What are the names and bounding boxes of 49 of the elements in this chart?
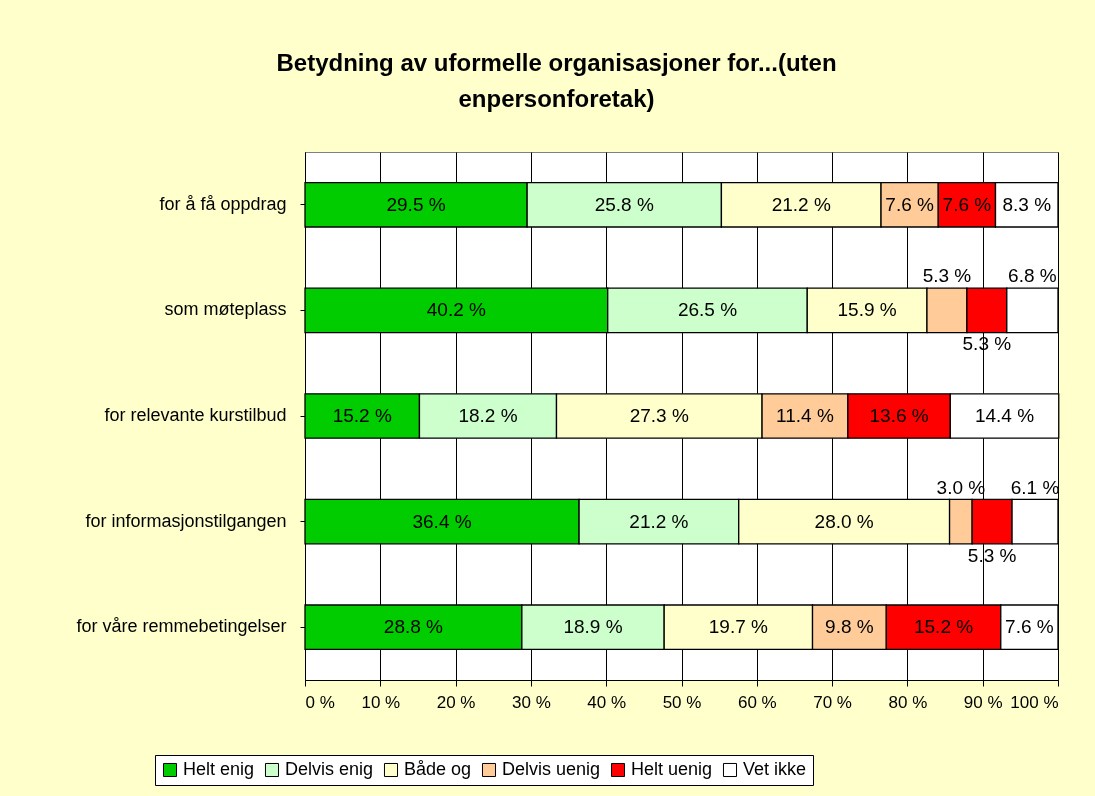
legend-label: Vet ikke xyxy=(743,759,807,779)
data-label: 40.2 % xyxy=(426,299,487,321)
x-tick-label: 70 % xyxy=(813,692,852,712)
data-label: 9.8 % xyxy=(825,616,874,638)
legend-label: Både og xyxy=(404,759,472,779)
data-label: 7.6 % xyxy=(885,193,935,215)
data-label: 13.6 % xyxy=(869,405,929,426)
x-tick-label: 90 % xyxy=(963,692,1003,712)
data-label: 29.5 % xyxy=(386,193,446,215)
x-tick-label: 30 % xyxy=(512,692,551,712)
data-label: 28.8 % xyxy=(383,616,444,638)
data-label: 26.5 % xyxy=(677,299,738,321)
data-label: 11.4 % xyxy=(776,405,834,426)
data-label: 25.8 % xyxy=(594,193,654,215)
legend-label: Helt uenig xyxy=(631,759,713,779)
chart-title: Betydning av uformelle organisasjoner for...(uten enpersonforetak) xyxy=(276,49,837,112)
data-label: 19.7 % xyxy=(708,616,769,638)
legend-label: Helt enig xyxy=(183,759,255,779)
data-label: 7.6 % xyxy=(942,193,992,215)
legend-label: Delvis uenig xyxy=(502,759,601,779)
data-label: 7.6 % xyxy=(1005,616,1054,638)
x-tick-label: 10 % xyxy=(361,692,401,712)
data-label: 15.2 % xyxy=(332,405,392,426)
data-label: 8.3 % xyxy=(1002,193,1052,215)
x-tick-label: 40 % xyxy=(587,692,627,712)
data-label: 21.2 % xyxy=(629,510,689,532)
y-tick-label: for å få oppdrag xyxy=(159,193,287,214)
x-tick-label: 100 % xyxy=(1010,692,1059,712)
data-label: 36.4 % xyxy=(412,510,472,532)
data-label: 28.0 % xyxy=(814,510,874,532)
data-label: 27.3 % xyxy=(629,405,689,426)
data-label: 14.4 % xyxy=(974,405,1035,426)
data-label: 18.2 % xyxy=(458,405,518,426)
y-tick-label: som møteplass xyxy=(164,299,287,320)
y-tick-label: for våre remmebetingelser xyxy=(76,616,287,637)
data-label: 18.9 % xyxy=(563,616,623,638)
x-tick-label: 0 % xyxy=(305,692,335,712)
x-tick-label: 60 % xyxy=(737,692,777,712)
data-label: 15.9 % xyxy=(837,299,897,321)
x-tick-label: 20 % xyxy=(436,692,476,712)
x-tick-label: 80 % xyxy=(888,692,928,712)
y-tick-label: for informasjonstilgangen xyxy=(85,510,287,531)
x-tick-label: 50 % xyxy=(662,692,702,712)
legend-label: Delvis enig xyxy=(285,759,374,779)
data-label: 21.2 % xyxy=(771,193,831,215)
data-label: 15.2 % xyxy=(913,616,974,638)
y-tick-label: for relevante kurstilbud xyxy=(104,405,287,425)
data-label: 5.3 % xyxy=(922,265,972,287)
data-label: 6.8 % xyxy=(1008,265,1057,287)
